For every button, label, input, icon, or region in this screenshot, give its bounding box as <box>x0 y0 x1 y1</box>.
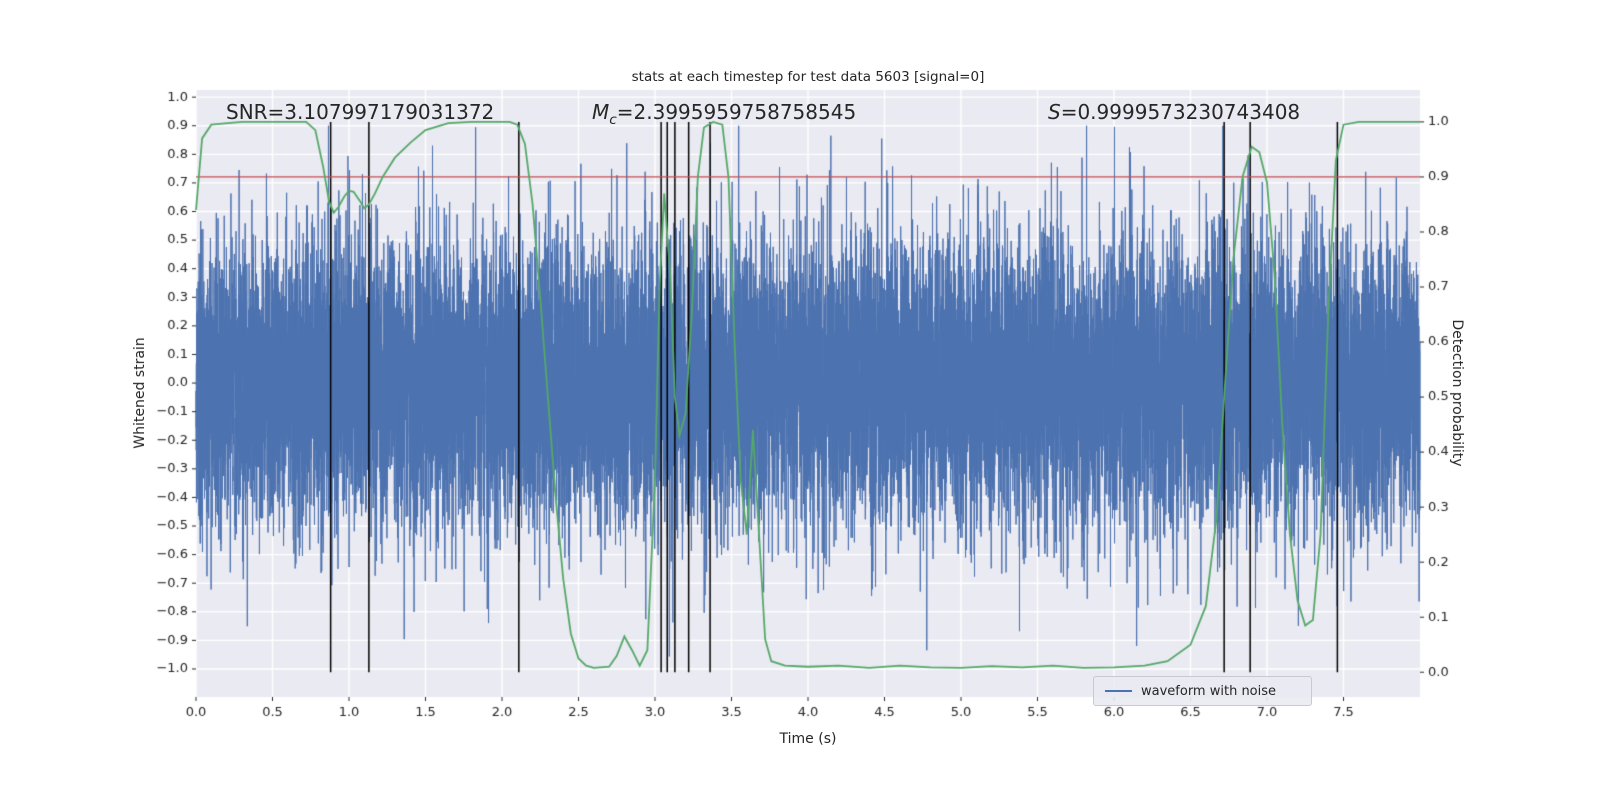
annotation-snr: SNR=3.107997179031372 <box>226 100 494 124</box>
legend-label: waveform with noise <box>1141 683 1277 699</box>
annotation-s-stat: S=0.9999573230743408 <box>1048 100 1300 124</box>
y-axis-label-right: Detection probability <box>1449 319 1465 467</box>
annotation-s-value: =0.9999573230743408 <box>1060 100 1301 124</box>
legend: waveform with noise <box>1093 676 1312 706</box>
legend-line-icon <box>1105 690 1132 692</box>
annotation-snr-text: SNR=3.107997179031372 <box>226 100 495 124</box>
annotation-mc-subscript: c <box>609 112 617 128</box>
annotation-mc-symbol: M <box>592 100 610 124</box>
annotation-mc-value: =2.3995959758758545 <box>616 100 857 124</box>
chart-title: stats at each timestep for test data 560… <box>631 69 985 85</box>
y-axis-label-left: Whitened strain <box>132 337 148 449</box>
x-axis-label: Time (s) <box>779 731 837 747</box>
annotation-chirp-mass: Mc=2.3995959758758545 <box>592 100 856 128</box>
annotation-s-symbol: S <box>1048 100 1061 124</box>
